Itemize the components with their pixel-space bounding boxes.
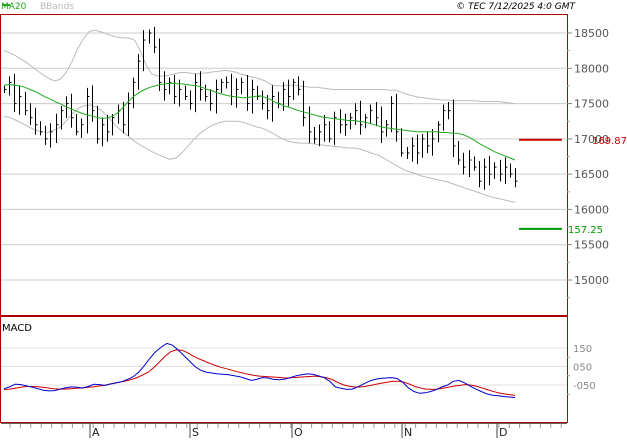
price-tick-label: 15500 <box>574 239 609 252</box>
macd-tick-label: 050 <box>573 363 592 374</box>
price-y-axis: 15000 15500 16000 16500 17000 17500 18000 18500 <box>567 27 609 299</box>
month-label: A <box>92 426 100 439</box>
price-levels: 169.87 157.25 <box>519 136 627 236</box>
macd-tick-label: 150 <box>573 344 592 355</box>
macd-line <box>3 342 516 399</box>
price-bars <box>4 26 518 190</box>
ma20-line <box>3 82 516 161</box>
resistance-label: 169.87 <box>592 136 627 147</box>
signal-line <box>3 349 516 396</box>
month-label: D <box>499 426 507 439</box>
macd-panel-frame <box>0 316 568 423</box>
macd-title: MACD <box>2 323 32 334</box>
ma20-path <box>3 82 516 161</box>
price-tick-label: 16500 <box>574 168 609 181</box>
price-tick-label: 18500 <box>574 27 609 40</box>
price-tick-label: 17500 <box>574 98 609 111</box>
ma20-legend-label: MA20 <box>1 2 27 12</box>
copyright-notice: © TEC 7/12/2025 4:0 GMT <box>456 2 576 12</box>
month-label: N <box>404 426 412 439</box>
month-label: O <box>294 426 303 439</box>
price-tick-label: 18000 <box>574 62 609 75</box>
bbands-legend-label: BBands <box>40 2 74 12</box>
month-label: S <box>192 426 199 439</box>
price-tick-label: 15000 <box>574 274 609 287</box>
bband-lower <box>3 104 516 203</box>
macd-lines <box>3 342 516 399</box>
bollinger-bands <box>3 29 516 203</box>
price-tick-label: 16000 <box>574 203 609 216</box>
macd-tick-label: -050 <box>573 381 596 392</box>
chart-header: MA20 BBands © TEC 7/12/2025 4:0 GMT <box>1 2 577 12</box>
bband-upper <box>3 29 516 105</box>
price-gridlines <box>1 32 567 281</box>
macd-y-axis: 150 050 -050 <box>567 344 596 395</box>
price-panel-frame <box>0 14 568 316</box>
support-label: 157.25 <box>568 225 603 236</box>
price-tick-label: 17000 <box>574 133 609 146</box>
